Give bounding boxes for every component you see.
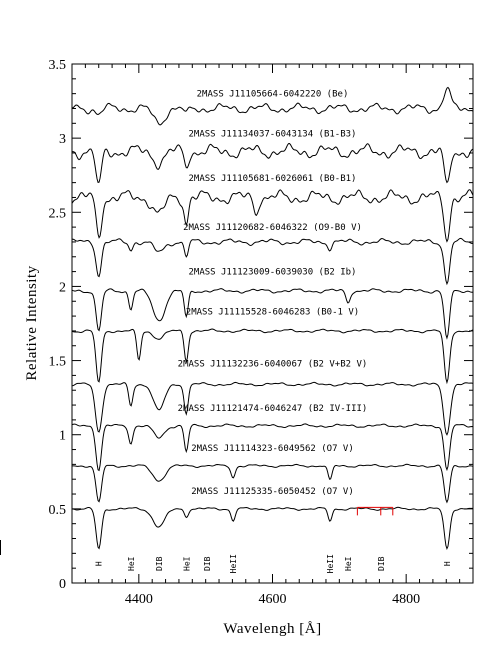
line-identifications: H HeI DIB HeI DIB HeII HeII HeI DIB H <box>95 554 452 573</box>
y-axis-ticks: 0 0.5 1 1.5 2 2.5 3 3.5 <box>49 58 473 592</box>
spectrum-line <box>71 189 474 243</box>
spectrum-label: 2MASS J11120682-6046322 (O9-B0 V) <box>183 223 362 233</box>
spectrum-label: 2MASS J11105664-6042220 (Be) <box>197 90 349 100</box>
spectrum-label: 2MASS J11105681-6026061 (B0-B1) <box>189 174 357 184</box>
spectrum-line <box>71 463 474 504</box>
line-id-label: DIB <box>203 556 212 571</box>
spectrum-label: 2MASS J11121474-6046247 (B2 IV-III) <box>178 404 368 414</box>
spectrum-line <box>71 288 474 340</box>
y-tick-label: 0 <box>59 577 66 592</box>
y-tick-label: 1.5 <box>49 355 67 370</box>
plot-area <box>71 63 474 584</box>
x-tick-label: 4800 <box>392 592 420 607</box>
spectrum-line <box>71 237 474 286</box>
line-id-label: DIB <box>155 556 164 571</box>
x-tick-label: 4600 <box>259 592 287 607</box>
line-id-label: DIB <box>377 556 386 571</box>
spectrum-label: 2MASS J11114323-6049562 (O7 V) <box>191 444 354 454</box>
spectrum-line <box>71 328 474 385</box>
x-tick-label: 4400 <box>125 592 153 607</box>
dib-bracket-group <box>356 506 394 516</box>
y-tick-label: 0.5 <box>49 503 67 518</box>
line-id-label: H <box>95 561 104 566</box>
spectra-group: 2MASS J11105664-6042220 (Be) 2MASS J11134… <box>71 86 474 551</box>
x-axis-ticks: 4400 4600 4800 <box>71 64 474 607</box>
line-id-label: HeI <box>344 556 353 571</box>
line-id-label: HeII <box>326 554 335 573</box>
plot-frame <box>71 63 474 584</box>
spectrum-line <box>71 506 474 551</box>
spectrum-label: 2MASS J11115528-6046283 (B0-1 V) <box>186 308 359 318</box>
line-id-label: HeI <box>127 556 136 571</box>
line-id-label: H <box>443 561 452 566</box>
y-tick-label: 3 <box>59 132 66 147</box>
spectrum-label: 2MASS J11125335-6050452 (O7 V) <box>191 487 354 497</box>
y-tick-label: 3.5 <box>49 58 67 73</box>
y-axis-title: Relative Intensity <box>24 265 40 380</box>
spectrum-line <box>71 381 474 436</box>
y-tick-label: 1 <box>59 429 66 444</box>
y-tick-label: 2.5 <box>49 206 67 221</box>
line-id-label: HeII <box>229 554 238 573</box>
y-tick-label: 2 <box>59 280 66 295</box>
spectrum-line <box>71 86 474 126</box>
x-axis-title: Wavelengh [Å] <box>223 621 321 637</box>
spectrum-label: 2MASS J11132236-6040067 (B2 V+B2 V) <box>178 360 368 370</box>
spectrum-line <box>71 143 474 184</box>
spectrum-label: 2MASS J11123009-6039030 (B2 Ib) <box>189 268 357 278</box>
line-id-label: HeI <box>182 556 191 571</box>
spectrum-label: 2MASS J11134037-6043134 (B1-B3) <box>189 130 357 140</box>
spectrum-line <box>71 423 474 472</box>
